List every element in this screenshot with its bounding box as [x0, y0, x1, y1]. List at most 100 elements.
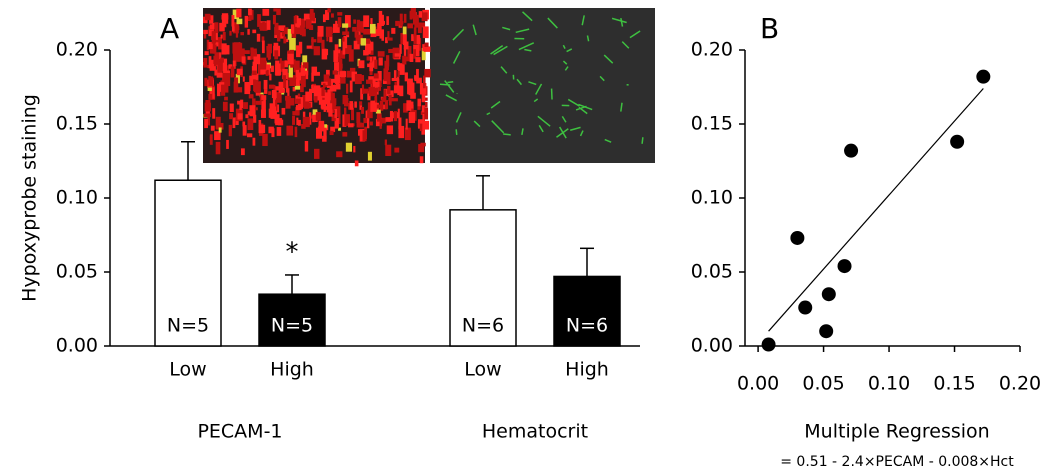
- texture: [387, 85, 391, 94]
- texture: [399, 85, 404, 97]
- texture: [232, 49, 236, 62]
- texture: [353, 145, 356, 153]
- texture: [274, 114, 280, 124]
- texture: [292, 115, 296, 125]
- texture: [215, 141, 221, 155]
- texture: [562, 60, 568, 65]
- texture: [204, 102, 211, 112]
- x-axis-note: = 0.51 - 2.4×PECAM - 0.008×Hct: [780, 454, 1014, 470]
- texture: [278, 32, 285, 39]
- texture: [323, 127, 327, 140]
- texture: [326, 35, 329, 42]
- point: [844, 143, 859, 158]
- y-tick-label: 0.05: [691, 261, 733, 283]
- texture: [422, 113, 425, 123]
- texture: [333, 50, 338, 63]
- texture: [292, 86, 296, 92]
- texture: [272, 14, 276, 25]
- texture: [265, 69, 269, 76]
- texture: [294, 126, 298, 138]
- texture: [268, 91, 272, 95]
- texture: [272, 92, 277, 106]
- texture: [629, 30, 641, 39]
- texture: [214, 131, 221, 141]
- texture: [237, 42, 243, 53]
- y-tick-label: 0.15: [56, 113, 98, 135]
- texture: [275, 86, 279, 91]
- texture: [252, 137, 256, 146]
- texture: [578, 106, 588, 115]
- texture: [280, 60, 285, 72]
- texture: [257, 14, 261, 27]
- texture: [232, 9, 240, 20]
- texture: [375, 91, 378, 103]
- texture: [369, 62, 374, 72]
- texture: [241, 56, 246, 64]
- texture: [353, 19, 357, 24]
- texture: [402, 34, 407, 46]
- texture: [363, 50, 369, 56]
- texture: [381, 97, 386, 102]
- texture: [620, 102, 623, 112]
- texture: [247, 29, 250, 35]
- texture: [342, 23, 349, 28]
- texture: [321, 87, 325, 96]
- texture: [266, 20, 271, 30]
- texture: [386, 125, 394, 135]
- texture: [599, 75, 605, 82]
- texture: [207, 64, 210, 69]
- texture: [208, 93, 216, 100]
- texture: [231, 26, 235, 32]
- texture: [399, 44, 402, 54]
- texture: [284, 60, 288, 68]
- texture: [345, 45, 352, 55]
- texture: [379, 29, 384, 39]
- bar-label: N=6: [462, 315, 504, 337]
- texture: [394, 81, 398, 88]
- texture: [397, 91, 400, 96]
- x-axis-label: Multiple Regression: [804, 421, 989, 443]
- texture: [290, 24, 295, 34]
- texture: [266, 46, 271, 51]
- texture: [356, 112, 361, 124]
- y-tick-label: 0.20: [56, 39, 98, 61]
- texture: [334, 109, 338, 118]
- texture: [326, 69, 330, 76]
- texture: [240, 32, 244, 36]
- texture: [374, 59, 378, 69]
- texture: [349, 103, 354, 110]
- texture: [363, 15, 370, 28]
- texture: [273, 8, 277, 12]
- texture: [388, 94, 392, 106]
- texture: [209, 15, 214, 24]
- texture: [363, 117, 368, 124]
- texture: [314, 96, 318, 103]
- texture: [378, 80, 382, 91]
- texture: [300, 85, 304, 93]
- texture: [218, 37, 222, 50]
- texture: [408, 112, 416, 124]
- texture: [422, 26, 429, 39]
- texture: [316, 87, 323, 101]
- y-tick-label: 0.05: [56, 261, 98, 283]
- texture: [339, 77, 346, 84]
- texture: [361, 23, 364, 33]
- texture: [336, 151, 343, 158]
- texture: [370, 100, 377, 112]
- texture: [421, 47, 426, 61]
- texture: [255, 100, 262, 105]
- texture: [322, 83, 326, 88]
- texture: [421, 127, 425, 135]
- texture: [208, 76, 214, 87]
- texture: [385, 144, 392, 157]
- texture: [210, 125, 215, 131]
- texture: [342, 37, 345, 42]
- texture: [391, 98, 398, 102]
- texture: [252, 114, 257, 123]
- texture: [329, 130, 334, 136]
- micrograph-green: [430, 8, 655, 163]
- texture: [324, 124, 328, 129]
- texture: [243, 50, 250, 55]
- texture: [342, 114, 347, 127]
